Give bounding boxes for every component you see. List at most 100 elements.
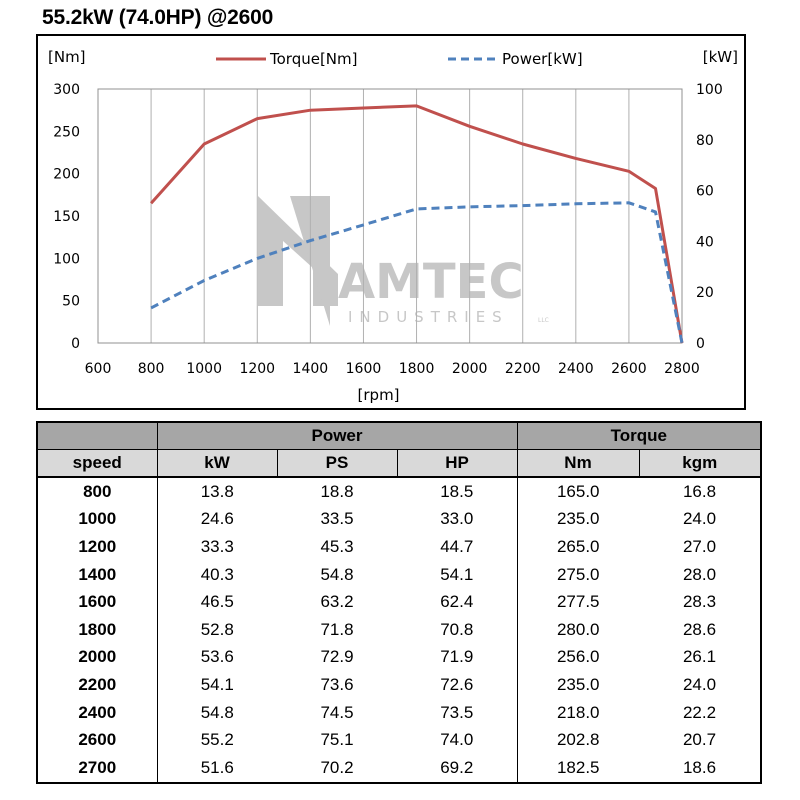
cell-kw: 33.3 <box>156 533 277 561</box>
cell-kw: 24.6 <box>156 505 277 534</box>
cell-kgm: 22.2 <box>682 702 717 722</box>
cell-nm: 235.0 <box>516 671 639 699</box>
cell-hp: 62.4 <box>440 592 474 612</box>
x-tick-label: 1600 <box>346 361 382 377</box>
cell-kgm: 20.7 <box>682 730 717 750</box>
y-right-tick-label: 60 <box>696 184 714 200</box>
cell-nm: 277.5 <box>516 588 639 616</box>
cell-speed: 2400 <box>78 702 117 722</box>
cell-nm: 165.0 <box>516 477 639 506</box>
cell-speed: 1200 <box>78 536 117 556</box>
column-header-kw: kW <box>156 449 278 478</box>
watermark-logo: AMTEC INDUSTRIES LLC <box>258 196 549 326</box>
legend-label-torque: Torque[Nm] <box>269 50 358 68</box>
column-header-hp: HP <box>396 449 518 478</box>
chart-frame: AMTEC INDUSTRIES LLC 600 800 1000 1200 1400 1… <box>36 34 746 410</box>
cell-hp: 73.5 <box>440 702 474 722</box>
cell-nm: 202.8 <box>516 726 639 754</box>
series-line-torque <box>149 104 684 344</box>
cell-kw: 55.2 <box>156 726 277 754</box>
cell-speed: 2700 <box>78 757 117 777</box>
cell-kw: 54.1 <box>156 671 277 699</box>
group-header-torque: Torque <box>516 421 762 450</box>
cell-nm: 275.0 <box>516 560 639 589</box>
cell-ps: 33.5 <box>320 509 354 529</box>
cell-kw: 13.8 <box>156 477 277 506</box>
y-right-tick-label: 0 <box>696 336 705 352</box>
cell-nm: 265.0 <box>516 533 639 561</box>
column-header-speed: speed <box>36 449 158 478</box>
x-tick-label: 2800 <box>664 361 700 377</box>
cell-speed: 2200 <box>78 674 117 694</box>
cell-speed: 2600 <box>78 730 117 750</box>
table-row: 800 13.8 18.8 18.5 165.0 16.8 <box>37 477 761 506</box>
chart-axes: 600 800 1000 1200 1400 1600 1800 2000 2200 2400 26… <box>48 48 738 404</box>
cell-speed: 1400 <box>78 564 117 584</box>
y-right-tick-label: 20 <box>696 285 714 301</box>
group-header-power: Power <box>156 421 518 450</box>
cell-kw: 51.6 <box>156 753 277 783</box>
cell-kgm: 28.0 <box>682 564 717 584</box>
cell-ps: 54.8 <box>320 564 354 584</box>
y-left-tick-label: 0 <box>71 336 80 352</box>
cell-nm: 235.0 <box>516 505 639 534</box>
y-right-tick-label: 80 <box>696 133 714 149</box>
y-left-tick-label: 250 <box>53 124 80 140</box>
table-row: 2200 54.1 73.6 72.6 235.0 24.0 <box>37 671 761 699</box>
legend-label-power: Power[kW] <box>502 50 583 68</box>
y-left-tick-label: 200 <box>53 167 80 183</box>
cell-ps: 18.8 <box>320 481 354 501</box>
x-tick-label: 800 <box>138 361 165 377</box>
x-tick-label: 2000 <box>452 361 488 377</box>
column-header-kgm: kgm <box>638 449 762 478</box>
cell-kgm: 24.0 <box>682 674 717 694</box>
x-tick-label: 1800 <box>399 361 435 377</box>
cell-kgm: 26.1 <box>682 647 717 667</box>
table-row: 2000 53.6 72.9 71.9 256.0 26.1 <box>37 643 761 672</box>
x-tick-label: 2600 <box>611 361 647 377</box>
cell-kgm: 24.0 <box>682 509 717 529</box>
table-row: 2400 54.8 74.5 73.5 218.0 22.2 <box>37 698 761 727</box>
cell-nm: 218.0 <box>516 698 639 727</box>
y-left-tick-label: 50 <box>62 294 80 310</box>
column-header-nm: Nm <box>516 449 640 478</box>
performance-table: Power Torque speed kW PS HP Nm kgm 800 13… <box>36 421 763 784</box>
x-axis-label: [rpm] <box>358 386 400 404</box>
y-left-tick-label: 100 <box>53 251 80 267</box>
y-right-tick-label: 100 <box>696 82 723 98</box>
y-left-axis-label: [Nm] <box>48 48 86 66</box>
cell-kgm: 28.3 <box>682 592 717 612</box>
cell-hp: 70.8 <box>440 619 474 639</box>
cell-speed: 1800 <box>78 619 117 639</box>
table-row: 1400 40.3 54.8 54.1 275.0 28.0 <box>37 560 761 589</box>
cell-speed: 1000 <box>78 509 117 529</box>
watermark-brand: AMTEC <box>338 254 524 310</box>
cell-hp: 54.1 <box>440 564 474 584</box>
cell-hp: 74.0 <box>440 730 474 750</box>
plot-area <box>97 88 683 344</box>
watermark-subtitle: INDUSTRIES <box>348 308 509 326</box>
performance-table-wrap: Power Torque speed kW PS HP Nm kgm 800 13… <box>36 421 763 784</box>
x-tick-label: 2200 <box>505 361 541 377</box>
table-row: 1600 46.5 63.2 62.4 277.5 28.3 <box>37 588 761 616</box>
table-row: 2700 51.6 70.2 69.2 182.5 18.6 <box>37 753 761 783</box>
cell-ps: 74.5 <box>320 702 354 722</box>
y-right-axis-label: [kW] <box>703 48 738 66</box>
cell-hp: 18.5 <box>440 481 474 501</box>
x-tick-label: 1200 <box>239 361 275 377</box>
cell-speed: 800 <box>83 481 112 501</box>
cell-kw: 46.5 <box>156 588 277 616</box>
chart-legend: Torque[Nm] Power[kW] <box>216 50 583 68</box>
table-body: 800 13.8 18.8 18.5 165.0 16.8 1000 24.6 33.5 33.0… <box>37 477 761 783</box>
table-row: 1200 33.3 45.3 44.7 265.0 27.0 <box>37 533 761 561</box>
x-tick-label: 1000 <box>186 361 222 377</box>
performance-chart: AMTEC INDUSTRIES LLC 600 800 1000 1200 1400 1… <box>48 48 738 404</box>
chart-title: 55.2kW (74.0HP) @2600 <box>42 6 274 29</box>
cell-hp: 71.9 <box>440 647 474 667</box>
cell-hp: 72.6 <box>440 674 474 694</box>
group-header-blank <box>36 421 158 450</box>
table-row: 1800 52.8 71.8 70.8 280.0 28.6 <box>37 615 761 644</box>
cell-kgm: 28.6 <box>682 619 717 639</box>
watermark-mark: LLC <box>538 317 549 324</box>
cell-kw: 54.8 <box>156 698 277 727</box>
